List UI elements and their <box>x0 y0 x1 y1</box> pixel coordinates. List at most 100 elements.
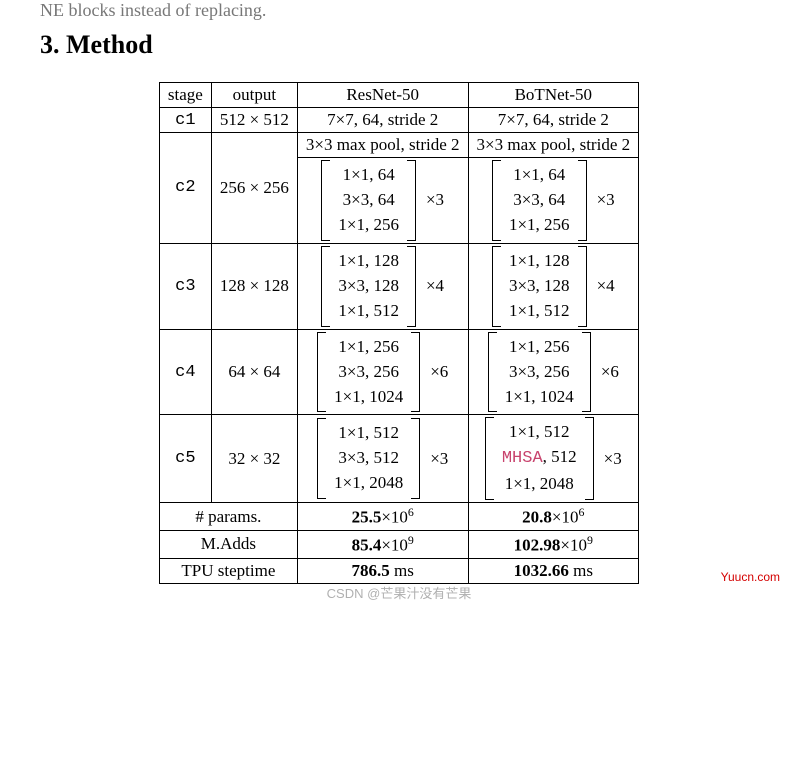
summary-row-tpu: TPU steptime 786.5 ms 1032.66 ms <box>159 558 638 583</box>
block-line: 3×3, 128 <box>338 275 399 298</box>
summary-label: TPU steptime <box>159 558 297 583</box>
block-line: 1×1, 512 <box>502 421 577 444</box>
botnet-block-cell: 1×1, 256 3×3, 256 1×1, 1024 ×6 <box>468 329 639 415</box>
block-line: 1×1, 256 <box>338 214 399 237</box>
stage-cell: c4 <box>159 329 211 415</box>
resnet-block-cell: 1×1, 512 3×3, 512 1×1, 2048 ×3 <box>297 415 468 503</box>
block-lines: 1×1, 256 3×3, 256 1×1, 1024 <box>503 332 576 413</box>
bracket-left-icon <box>321 160 330 241</box>
block-line: 1×1, 1024 <box>505 386 574 409</box>
block-multiplier: ×3 <box>430 449 448 469</box>
summary-resnet: 25.5×106 <box>297 503 468 531</box>
header-output: output <box>211 83 297 108</box>
resnet-block-cell: 1×1, 128 3×3, 128 1×1, 512 ×4 <box>297 243 468 329</box>
resnet-cell: 7×7, 64, stride 2 <box>297 108 468 133</box>
block-line: 3×3, 64 <box>509 189 570 212</box>
bracket-right-icon <box>578 246 587 327</box>
block-line: 1×1, 128 <box>338 250 399 273</box>
block-multiplier: ×4 <box>597 276 615 296</box>
bracket-left-icon <box>485 417 494 500</box>
block-line: 1×1, 256 <box>334 336 403 359</box>
summary-botnet: 102.98×109 <box>468 530 639 558</box>
bracket-left-icon <box>492 246 501 327</box>
table-row: c1 512 × 512 7×7, 64, stride 2 7×7, 64, … <box>159 108 638 133</box>
block-line: 3×3, 256 <box>505 361 574 384</box>
botnet-block-cell: 1×1, 128 3×3, 128 1×1, 512 ×4 <box>468 243 639 329</box>
block-line: 1×1, 256 <box>505 336 574 359</box>
summary-row-params: # params. 25.5×106 20.8×106 <box>159 503 638 531</box>
stage-cell: c5 <box>159 415 211 503</box>
stage-cell: c3 <box>159 243 211 329</box>
summary-resnet: 786.5 ms <box>297 558 468 583</box>
block-multiplier: ×6 <box>601 362 619 382</box>
block-lines: 1×1, 256 3×3, 256 1×1, 1024 <box>332 332 405 413</box>
header-botnet: BoTNet-50 <box>468 83 639 108</box>
table-header-row: stage output ResNet-50 BoTNet-50 <box>159 83 638 108</box>
output-cell: 64 × 64 <box>211 329 297 415</box>
block-multiplier: ×3 <box>426 190 444 210</box>
block-line: 1×1, 512 <box>509 300 570 323</box>
bracket-left-icon <box>488 332 497 413</box>
header-stage: stage <box>159 83 211 108</box>
botnet-block-cell: 1×1, 64 3×3, 64 1×1, 256 ×3 <box>468 158 639 244</box>
botnet-block-cell: 1×1, 512 MHSA, 512 1×1, 2048 ×3 <box>468 415 639 503</box>
block-line: 1×1, 64 <box>338 164 399 187</box>
block-multiplier: ×4 <box>426 276 444 296</box>
bracket-left-icon <box>492 160 501 241</box>
block-multiplier: ×6 <box>430 362 448 382</box>
block-line: 3×3, 128 <box>509 275 570 298</box>
resnet-block-cell: 1×1, 256 3×3, 256 1×1, 1024 ×6 <box>297 329 468 415</box>
output-cell: 512 × 512 <box>211 108 297 133</box>
summary-label: M.Adds <box>159 530 297 558</box>
block-line: 3×3, 64 <box>338 189 399 212</box>
block-lines: 1×1, 128 3×3, 128 1×1, 512 <box>336 246 401 327</box>
watermark-right: Yuucn.com <box>721 570 780 584</box>
table-row: c4 64 × 64 1×1, 256 3×3, 256 1×1, 1024 ×… <box>159 329 638 415</box>
output-cell: 256 × 256 <box>211 133 297 244</box>
bracket-left-icon <box>317 418 326 499</box>
stage-cell: c2 <box>159 133 211 244</box>
bracket-right-icon <box>411 332 420 413</box>
resnet-pool-cell: 3×3 max pool, stride 2 <box>297 133 468 158</box>
block-line: 1×1, 64 <box>509 164 570 187</box>
summary-botnet: 1032.66 ms <box>468 558 639 583</box>
mhsa-label: MHSA <box>502 449 543 468</box>
block-line: 1×1, 256 <box>509 214 570 237</box>
summary-botnet: 20.8×106 <box>468 503 639 531</box>
block-line: 1×1, 1024 <box>334 386 403 409</box>
block-line: 1×1, 512 <box>338 300 399 323</box>
block-lines: 1×1, 512 3×3, 512 1×1, 2048 <box>332 418 405 499</box>
table-row: c2 256 × 256 3×3 max pool, stride 2 3×3 … <box>159 133 638 158</box>
bracket-right-icon <box>411 418 420 499</box>
section-heading: 3. Method <box>40 30 758 60</box>
truncated-prev-text: NE blocks instead of replacing. <box>40 0 758 22</box>
bracket-left-icon <box>317 332 326 413</box>
output-cell: 32 × 32 <box>211 415 297 503</box>
block-line: 1×1, 2048 <box>502 473 577 496</box>
table-row: c3 128 × 128 1×1, 128 3×3, 128 1×1, 512 … <box>159 243 638 329</box>
summary-row-madds: M.Adds 85.4×109 102.98×109 <box>159 530 638 558</box>
block-line: 1×1, 128 <box>509 250 570 273</box>
bracket-right-icon <box>585 417 594 500</box>
block-line: 1×1, 2048 <box>334 472 403 495</box>
header-resnet: ResNet-50 <box>297 83 468 108</box>
bracket-right-icon <box>407 160 416 241</box>
bracket-right-icon <box>578 160 587 241</box>
block-line: 3×3, 256 <box>334 361 403 384</box>
block-multiplier: ×3 <box>597 190 615 210</box>
block-lines: 1×1, 128 3×3, 128 1×1, 512 <box>507 246 572 327</box>
botnet-cell: 7×7, 64, stride 2 <box>468 108 639 133</box>
block-lines: 1×1, 512 MHSA, 512 1×1, 2048 <box>500 417 579 500</box>
stage-cell: c1 <box>159 108 211 133</box>
table-row: c5 32 × 32 1×1, 512 3×3, 512 1×1, 2048 ×… <box>159 415 638 503</box>
watermark-center: CSDN @芒果汁没有芒果 <box>0 583 798 602</box>
block-line: 3×3, 512 <box>334 447 403 470</box>
mhsa-suffix: , 512 <box>543 447 577 466</box>
botnet-pool-cell: 3×3 max pool, stride 2 <box>468 133 639 158</box>
block-line: MHSA, 512 <box>502 446 577 471</box>
block-lines: 1×1, 64 3×3, 64 1×1, 256 <box>336 160 401 241</box>
resnet-block-cell: 1×1, 64 3×3, 64 1×1, 256 ×3 <box>297 158 468 244</box>
block-multiplier: ×3 <box>604 449 622 469</box>
block-lines: 1×1, 64 3×3, 64 1×1, 256 <box>507 160 572 241</box>
architecture-table: stage output ResNet-50 BoTNet-50 c1 512 … <box>159 82 639 584</box>
